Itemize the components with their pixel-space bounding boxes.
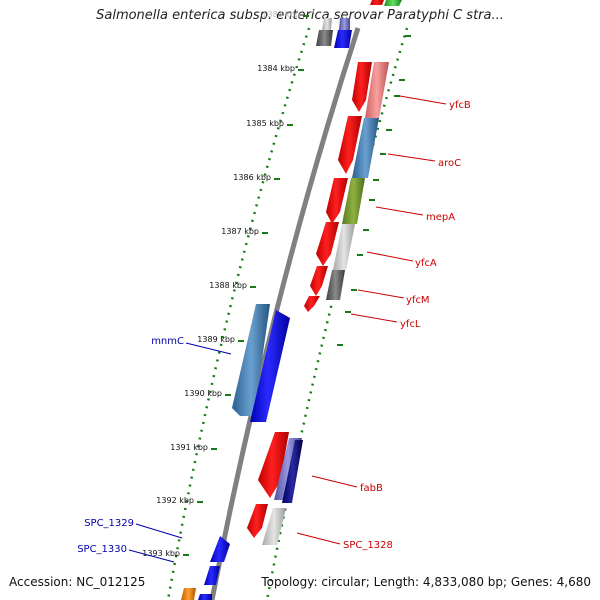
inner-ruler-circle [166,27,311,600]
gene-feature[interactable] [304,296,320,312]
gene-label-spc-1329[interactable]: SPC_1329 [84,518,134,529]
gene-label-aroc[interactable]: aroC [438,158,461,169]
gene-feature[interactable] [352,62,372,112]
gene-feature[interactable] [316,30,333,46]
map-title: Salmonella enterica subsp. enterica sero… [96,8,504,23]
gene-feature[interactable] [352,118,379,178]
gene-feature[interactable] [181,588,196,600]
gene-leader-line [350,313,398,323]
gene-leader-line [311,475,358,488]
gene-feature[interactable] [333,224,355,270]
ruler-label: 1391 kbp [170,443,208,452]
gene-feature[interactable] [198,594,212,600]
ruler-label: 1393 kbp [142,549,180,558]
gene-feature[interactable] [322,18,332,30]
gene-feature[interactable] [370,0,384,5]
gene-feature[interactable] [310,266,328,296]
ruler-label: 1385 kbp [246,119,284,128]
gene-feature[interactable] [326,270,345,300]
ruler-labels: 1383 kbp 1384 kbp 1385 kbp 1386 kbp 1387 kbp… [142,10,300,558]
outer-ruler-circle [265,27,409,600]
gene-feature[interactable] [316,222,339,266]
gene-label-yfcb[interactable]: yfcB [449,100,471,111]
gene-feature[interactable] [342,178,365,224]
gene-leader-line [296,532,341,545]
gene-leader-line [366,251,414,262]
gene-leader-line [185,342,232,355]
ruler-label: 1383 kbp [262,10,300,19]
label-leader-lines [128,95,447,563]
gene-leader-line [135,523,183,539]
gene-feature[interactable] [326,178,348,224]
gene-label-yfcl[interactable]: yfcL [400,319,421,330]
gene-labels: yfcB aroC mepA yfcA yfcM yfcL fabB SPC_1328 mnmC… [77,100,471,555]
gene-feature[interactable] [334,30,352,48]
ruler-ticks [183,15,411,556]
gene-label-yfca[interactable]: yfcA [415,258,437,269]
gene-feature[interactable] [204,566,220,585]
gene-label-spc-1328[interactable]: SPC_1328 [343,540,393,551]
gene-feature[interactable] [210,536,230,562]
gene-leader-line [399,95,447,105]
gene-label-mnmc[interactable]: mnmC [151,336,184,347]
gene-feature[interactable] [338,116,362,174]
gene-leader-line [357,289,405,299]
gene-feature[interactable] [247,504,268,538]
ruler-label: 1392 kbp [156,496,194,505]
gene-feature[interactable] [365,62,389,118]
gene-features[interactable] [181,0,402,600]
ruler-label: 1386 kbp [233,173,271,182]
gene-feature[interactable] [250,310,290,422]
ruler-label: 1388 kbp [209,281,247,290]
ruler-label: 1384 kbp [257,64,295,73]
gene-label-yfcm[interactable]: yfcM [406,295,430,306]
gene-feature[interactable] [339,18,350,30]
ruler-label: 1387 kbp [221,227,259,236]
gene-label-mepa[interactable]: mepA [426,212,455,223]
gene-feature[interactable] [232,304,270,416]
gene-leader-line [387,153,436,162]
ruler-label: 1390 kbp [184,389,222,398]
accession-text: Accession: NC_012125 [9,575,146,589]
gene-leader-line [128,549,175,563]
gene-label-spc-1330[interactable]: SPC_1330 [77,544,127,555]
gene-feature[interactable] [384,0,402,6]
gene-leader-line [375,206,424,216]
gene-feature[interactable] [258,432,289,498]
backbone-circle [209,27,361,600]
ruler-label: 1389 kbp [197,335,235,344]
gene-label-fabb[interactable]: fabB [360,483,383,494]
gene-feature[interactable] [262,508,286,545]
gene-feature[interactable] [282,440,303,503]
topology-summary: Topology: circular; Length: 4,833,080 bp… [261,575,591,589]
